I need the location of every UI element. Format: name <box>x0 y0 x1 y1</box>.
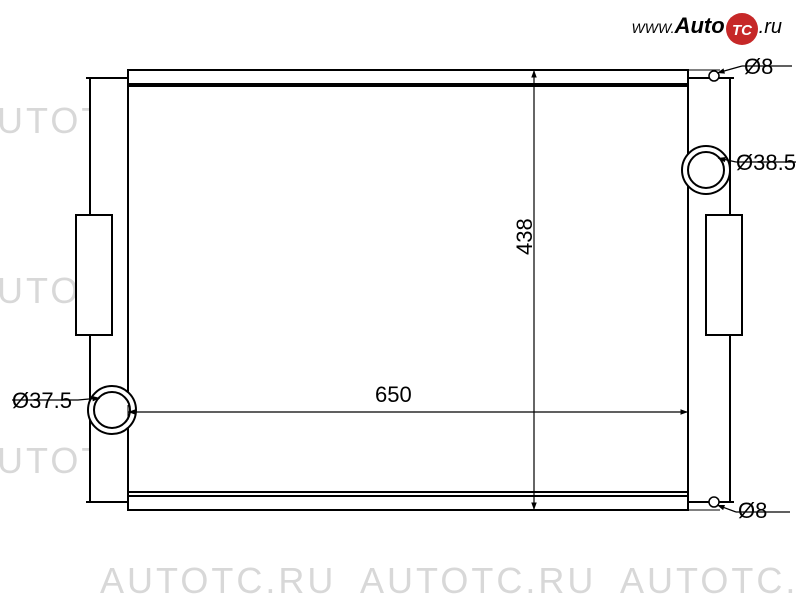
logo-prefix: WWW. <box>632 20 675 36</box>
logo-tc-text: TC <box>732 22 753 39</box>
dim-right-port: Ø38.5 <box>736 150 796 176</box>
logo-main: Auto <box>675 13 725 38</box>
dim-height: 438 <box>512 218 538 255</box>
dim-bottom-pin: Ø8 <box>738 498 767 524</box>
logo-suffix: .ru <box>759 16 782 38</box>
radiator-diagram <box>0 0 800 600</box>
dim-width: 650 <box>375 382 412 408</box>
dim-top-pin: Ø8 <box>744 54 773 80</box>
drawing-canvas: AUTOTC.RUAUTOTC.RUAUTOTC.RUAUTOTC.RUAUTO… <box>0 0 800 600</box>
site-logo: WWW.Auto TC .ru <box>632 12 782 46</box>
logo-tc-badge: TC <box>725 12 759 46</box>
dim-left-port: Ø37.5 <box>12 388 72 414</box>
